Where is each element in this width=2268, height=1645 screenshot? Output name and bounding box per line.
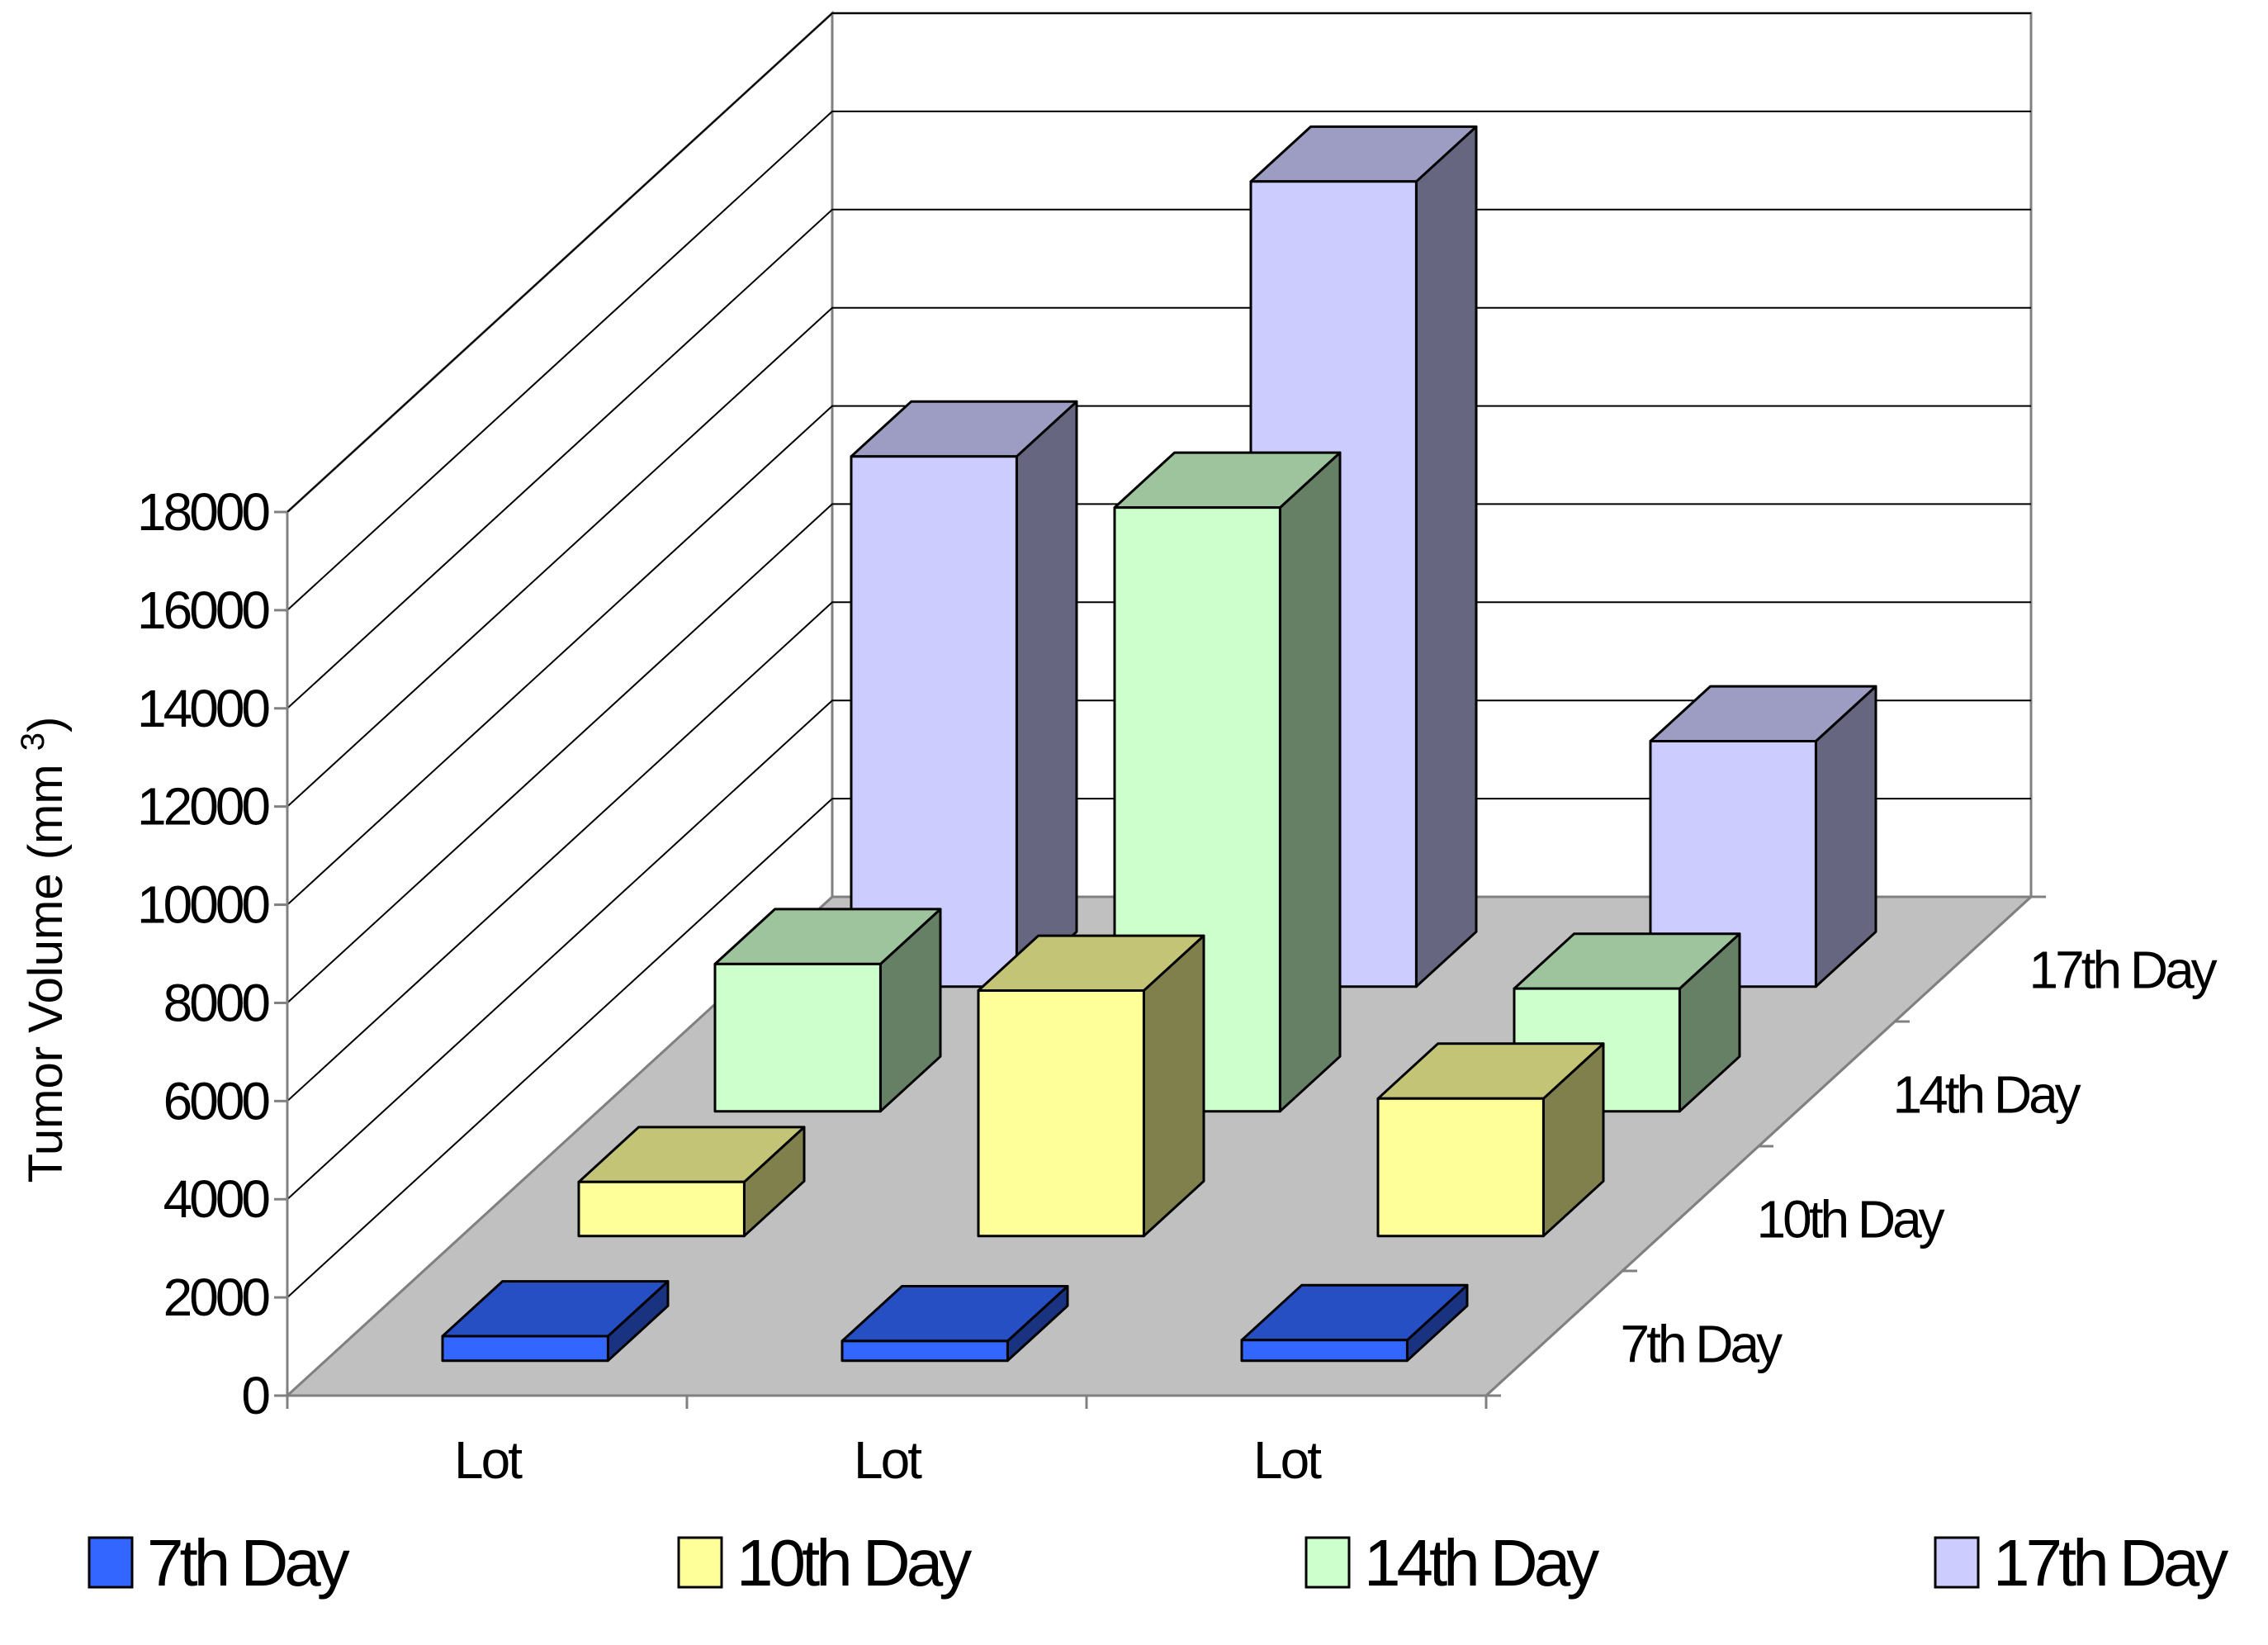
legend-label: 7th Day	[147, 1526, 350, 1600]
depth-tick-label: 10th Day	[1757, 1190, 1945, 1249]
bar-17th-day-1	[850, 400, 1078, 988]
gridline	[286, 798, 2031, 1298]
legend-swatch	[677, 1536, 723, 1589]
gridline	[286, 12, 2031, 513]
legend-swatch	[88, 1536, 134, 1589]
gridline	[286, 699, 2031, 1200]
bar-front	[441, 1334, 609, 1363]
bar-front	[1649, 740, 1817, 988]
bar-front	[840, 1339, 1009, 1363]
y-tick-label: 2000	[163, 1268, 270, 1327]
gridline	[286, 503, 2031, 1004]
bar-front	[977, 989, 1145, 1238]
y-axis-title: Tumor Volume (mm 3)	[15, 717, 73, 1183]
bar-7th-day-1	[441, 1280, 670, 1363]
bar-front	[577, 1180, 746, 1238]
legend-label: 10th Day	[736, 1526, 972, 1600]
bar-front	[713, 962, 882, 1113]
y-tick-label: 0	[241, 1366, 269, 1425]
bar-7th-day-3	[1240, 1283, 1469, 1363]
y-tick-label: 18000	[137, 482, 269, 542]
bar-side	[1015, 400, 1078, 988]
bar-front	[1376, 1097, 1545, 1238]
x-tick-label: Lot	[454, 1430, 523, 1490]
y-tick-label: 14000	[137, 679, 269, 738]
depth-tick-label: 17th Day	[2029, 941, 2218, 1000]
legend-label: 14th Day	[1364, 1526, 1599, 1600]
gridline	[286, 110, 2031, 611]
y-axis-title-close: )	[19, 717, 73, 732]
legend-swatch	[1304, 1536, 1351, 1589]
bar-10th-day-2	[977, 934, 1205, 1238]
bar-side	[1278, 451, 1342, 1113]
y-tick-label: 8000	[163, 973, 270, 1032]
y-tick-label: 16000	[137, 581, 269, 640]
y-tick-label: 12000	[137, 777, 269, 837]
y-axis-title-superscript: 3	[15, 732, 51, 751]
chart-bars	[441, 125, 1877, 1363]
gridline	[286, 208, 2031, 709]
bar-17th-day-3	[1649, 685, 1877, 988]
chart-legend: 7th Day 10th Day 14th Day 17th Day	[88, 1526, 2232, 1600]
depth-tick-label: 7th Day	[1621, 1315, 1783, 1374]
bar-10th-day-3	[1376, 1042, 1605, 1238]
gridline	[286, 306, 2031, 808]
bar-side	[1414, 125, 1478, 988]
bar-7th-day-2	[840, 1285, 1069, 1363]
x-tick-label: Lot	[1253, 1430, 1322, 1490]
legend-label: 17th Day	[1993, 1526, 2228, 1600]
x-tick-label: Lot	[854, 1430, 922, 1490]
bar-14th-day-1	[713, 908, 942, 1113]
gridline	[286, 405, 2031, 906]
y-tick-label: 6000	[163, 1071, 270, 1131]
chart-labels: 0 2000 4000 6000 8000 10000 12000 14000 16000 180…	[15, 482, 2221, 1490]
gridline	[286, 601, 2031, 1102]
legend-swatch	[1934, 1536, 1980, 1589]
bar-10th-day-1	[577, 1126, 806, 1238]
bar-front	[850, 455, 1018, 988]
bar-front	[1240, 1339, 1409, 1363]
y-tick-label: 4000	[163, 1169, 270, 1229]
y-tick-label: 10000	[137, 875, 269, 935]
depth-tick-label: 14th Day	[1893, 1065, 2081, 1125]
